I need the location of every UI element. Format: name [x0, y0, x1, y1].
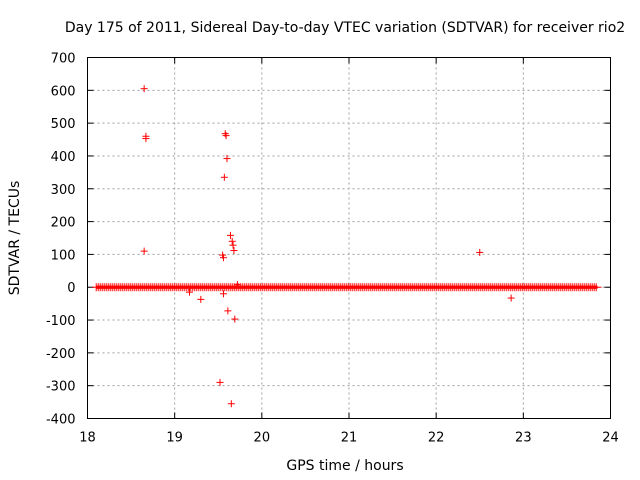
x-tick-label: 22 [428, 431, 445, 446]
y-tick-label: -100 [46, 314, 76, 329]
scatter-point [227, 400, 235, 408]
dense-data-band [92, 283, 602, 292]
scatter-point [185, 288, 193, 296]
scatter-point [226, 231, 234, 239]
y-tick-label: -200 [46, 347, 76, 362]
y-tick-label: 700 [51, 52, 76, 67]
scatter-point [140, 247, 148, 255]
y-tick-label: 400 [51, 150, 76, 165]
y-tick-label: -400 [46, 413, 76, 428]
y-tick-label: 600 [51, 84, 76, 99]
y-tick-label: 500 [51, 117, 76, 132]
scatter-point [223, 155, 231, 163]
y-tick-label: 300 [51, 183, 76, 198]
x-tick-label: 20 [254, 431, 271, 446]
scatter-point [220, 173, 228, 181]
scatter-point [229, 241, 237, 249]
scatter-point [224, 307, 232, 315]
scatter-point [507, 294, 515, 302]
grid-lines [87, 57, 611, 419]
scatter-point [230, 246, 238, 254]
chart-title: Day 175 of 2011, Sidereal Day-to-day VTE… [65, 20, 625, 36]
x-axis-ticks: 18 19 20 21 22 23 24 [79, 57, 619, 446]
x-tick-label: 19 [166, 431, 183, 446]
y-tick-label: 200 [51, 216, 76, 231]
x-tick-label: 24 [602, 431, 619, 446]
scatter-point [228, 237, 236, 245]
outlier-points [140, 85, 515, 408]
y-tick-label: 100 [51, 248, 76, 263]
y-tick-label: -300 [46, 380, 76, 395]
x-tick-label: 23 [515, 431, 532, 446]
scatter-point [219, 290, 227, 298]
x-axis-label: GPS time / hours [286, 458, 403, 474]
plot-frame [87, 57, 611, 419]
scatter-point [197, 295, 205, 303]
scatter-point [216, 378, 224, 386]
scatter-point [222, 132, 230, 140]
scatter-point [476, 248, 484, 256]
scatter-point [140, 85, 148, 93]
scatter-point [231, 315, 239, 323]
x-tick-label: 18 [79, 431, 96, 446]
y-axis-label: SDTVAR / TECUs [7, 181, 23, 296]
y-tick-label: 0 [67, 281, 75, 296]
scatter-point [233, 281, 241, 289]
y-axis-ticks: -400 -300 -200 -100 0 100 200 300 400 500 600 700 [46, 52, 611, 428]
scatter-point [219, 254, 227, 262]
scatter-point [142, 135, 150, 143]
x-tick-label: 21 [341, 431, 358, 446]
